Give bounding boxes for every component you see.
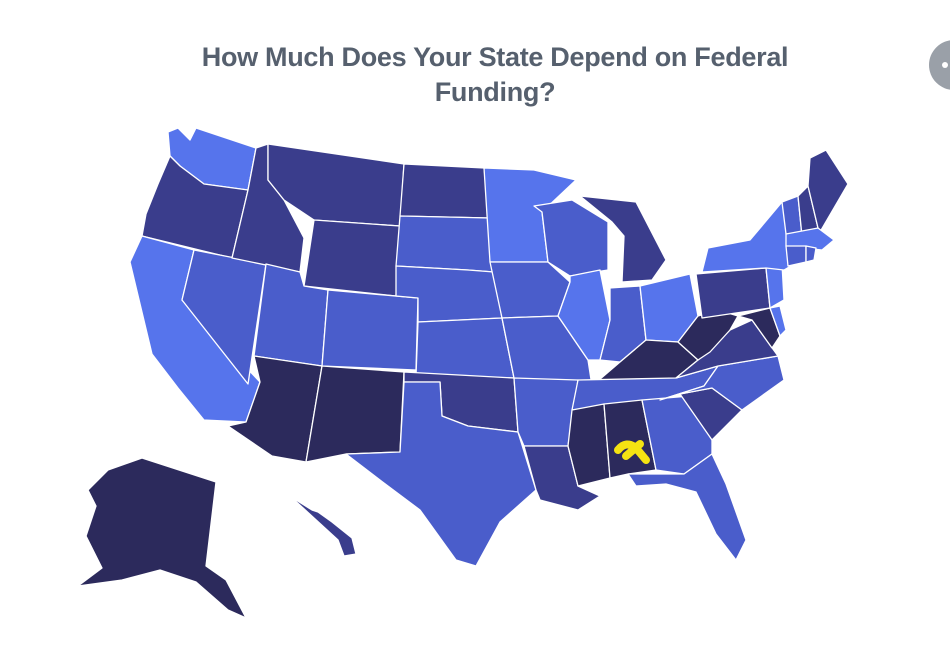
state-rhode-island[interactable] <box>805 245 817 263</box>
state-south-dakota[interactable] <box>395 215 495 273</box>
state-new-mexico[interactable] <box>305 365 405 463</box>
state-north-carolina[interactable] <box>659 355 785 411</box>
state-illinois[interactable] <box>557 269 611 361</box>
state-alaska[interactable] <box>77 457 247 619</box>
highlight-marker <box>614 440 650 464</box>
state-florida[interactable] <box>627 453 747 561</box>
state-michigan[interactable] <box>579 195 667 283</box>
state-mississippi[interactable] <box>567 403 611 487</box>
menu-button[interactable] <box>929 40 950 90</box>
state-hawaii[interactable] <box>289 495 357 557</box>
state-north-dakota[interactable] <box>399 163 491 219</box>
menu-dot-icon <box>942 62 948 68</box>
state-texas[interactable] <box>345 381 537 567</box>
state-delaware[interactable] <box>769 305 787 337</box>
state-arkansas[interactable] <box>513 377 579 447</box>
state-colorado[interactable] <box>321 289 419 371</box>
state-wyoming[interactable] <box>303 219 401 297</box>
state-connecticut[interactable] <box>785 245 807 267</box>
state-iowa[interactable] <box>489 261 571 319</box>
map-title: How Much Does Your State Depend on Feder… <box>201 42 789 107</box>
state-maryland[interactable] <box>737 307 781 349</box>
state-massachusetts[interactable] <box>785 227 835 251</box>
state-new-jersey[interactable] <box>765 263 785 309</box>
state-kansas[interactable] <box>415 317 515 379</box>
